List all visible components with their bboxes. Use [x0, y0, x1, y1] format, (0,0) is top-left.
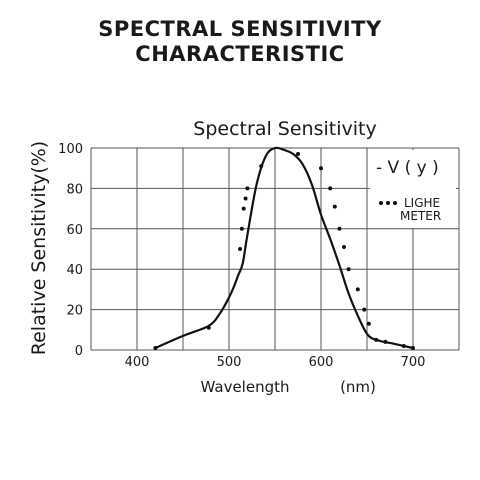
legend-dot [393, 201, 397, 205]
page-heading-line-1: SPECTRAL SENSITIVITY [98, 17, 382, 41]
y-axis-label: Relative Sensitivity(%) [28, 141, 50, 355]
v-lambda-curve [154, 146, 415, 350]
y-tick-label: 0 [75, 344, 83, 359]
legend-v-lambda: - V ( y ) [376, 158, 439, 178]
y-tick-labels: 0 20 40 60 80 100 [58, 142, 83, 359]
light-meter-point [206, 325, 211, 330]
x-tick-label: 700 [401, 355, 426, 370]
chart-grid [90, 147, 460, 351]
x-tick-label: 600 [309, 355, 334, 370]
x-axis-label: Wavelength [201, 378, 290, 396]
light-meter-point [241, 206, 246, 211]
light-meter-point [328, 186, 333, 191]
x-tick-label: 500 [217, 355, 242, 370]
light-meter-point [238, 247, 243, 251]
light-meter-point [239, 226, 244, 231]
legend-dot [379, 201, 383, 205]
light-meter-point [366, 321, 371, 326]
light-meter-point [355, 287, 360, 292]
page-heading-line-2: CHARACTERISTIC [135, 42, 345, 66]
y-tick-label: 20 [66, 304, 83, 319]
light-meter-point [332, 204, 337, 209]
y-tick-label: 40 [66, 263, 83, 278]
light-meter-point [383, 339, 388, 344]
light-meter-point [401, 343, 406, 348]
light-meter-point [346, 267, 351, 272]
x-axis-unit: (nm) [340, 378, 376, 396]
light-meter-point [362, 307, 367, 312]
light-meter-point [243, 196, 248, 201]
light-meter-point [296, 152, 300, 157]
y-tick-label: 100 [58, 142, 83, 157]
light-meter-point [411, 345, 415, 350]
light-meter-point [259, 164, 264, 169]
chart-legend: - V ( y ) LIGHE METER [370, 150, 456, 228]
y-tick-label: 60 [66, 223, 83, 238]
light-meter-point [342, 244, 346, 249]
y-tick-label: 80 [66, 182, 83, 197]
legend-dot [386, 201, 390, 205]
x-tick-labels: 400 500 600 700 [125, 355, 426, 370]
legend-dotted-marker [379, 201, 397, 205]
legend-light-meter-line1: LIGHE [404, 196, 440, 210]
light-meter-dots [153, 152, 415, 350]
legend-light-meter-line2: METER [400, 209, 441, 223]
x-tick-label: 400 [125, 355, 150, 370]
light-meter-point [374, 337, 379, 342]
light-meter-point [153, 345, 158, 350]
light-meter-point [245, 186, 250, 191]
light-meter-point [337, 226, 342, 231]
light-meter-point [319, 166, 323, 171]
chart-title: Spectral Sensitivity [193, 118, 376, 140]
